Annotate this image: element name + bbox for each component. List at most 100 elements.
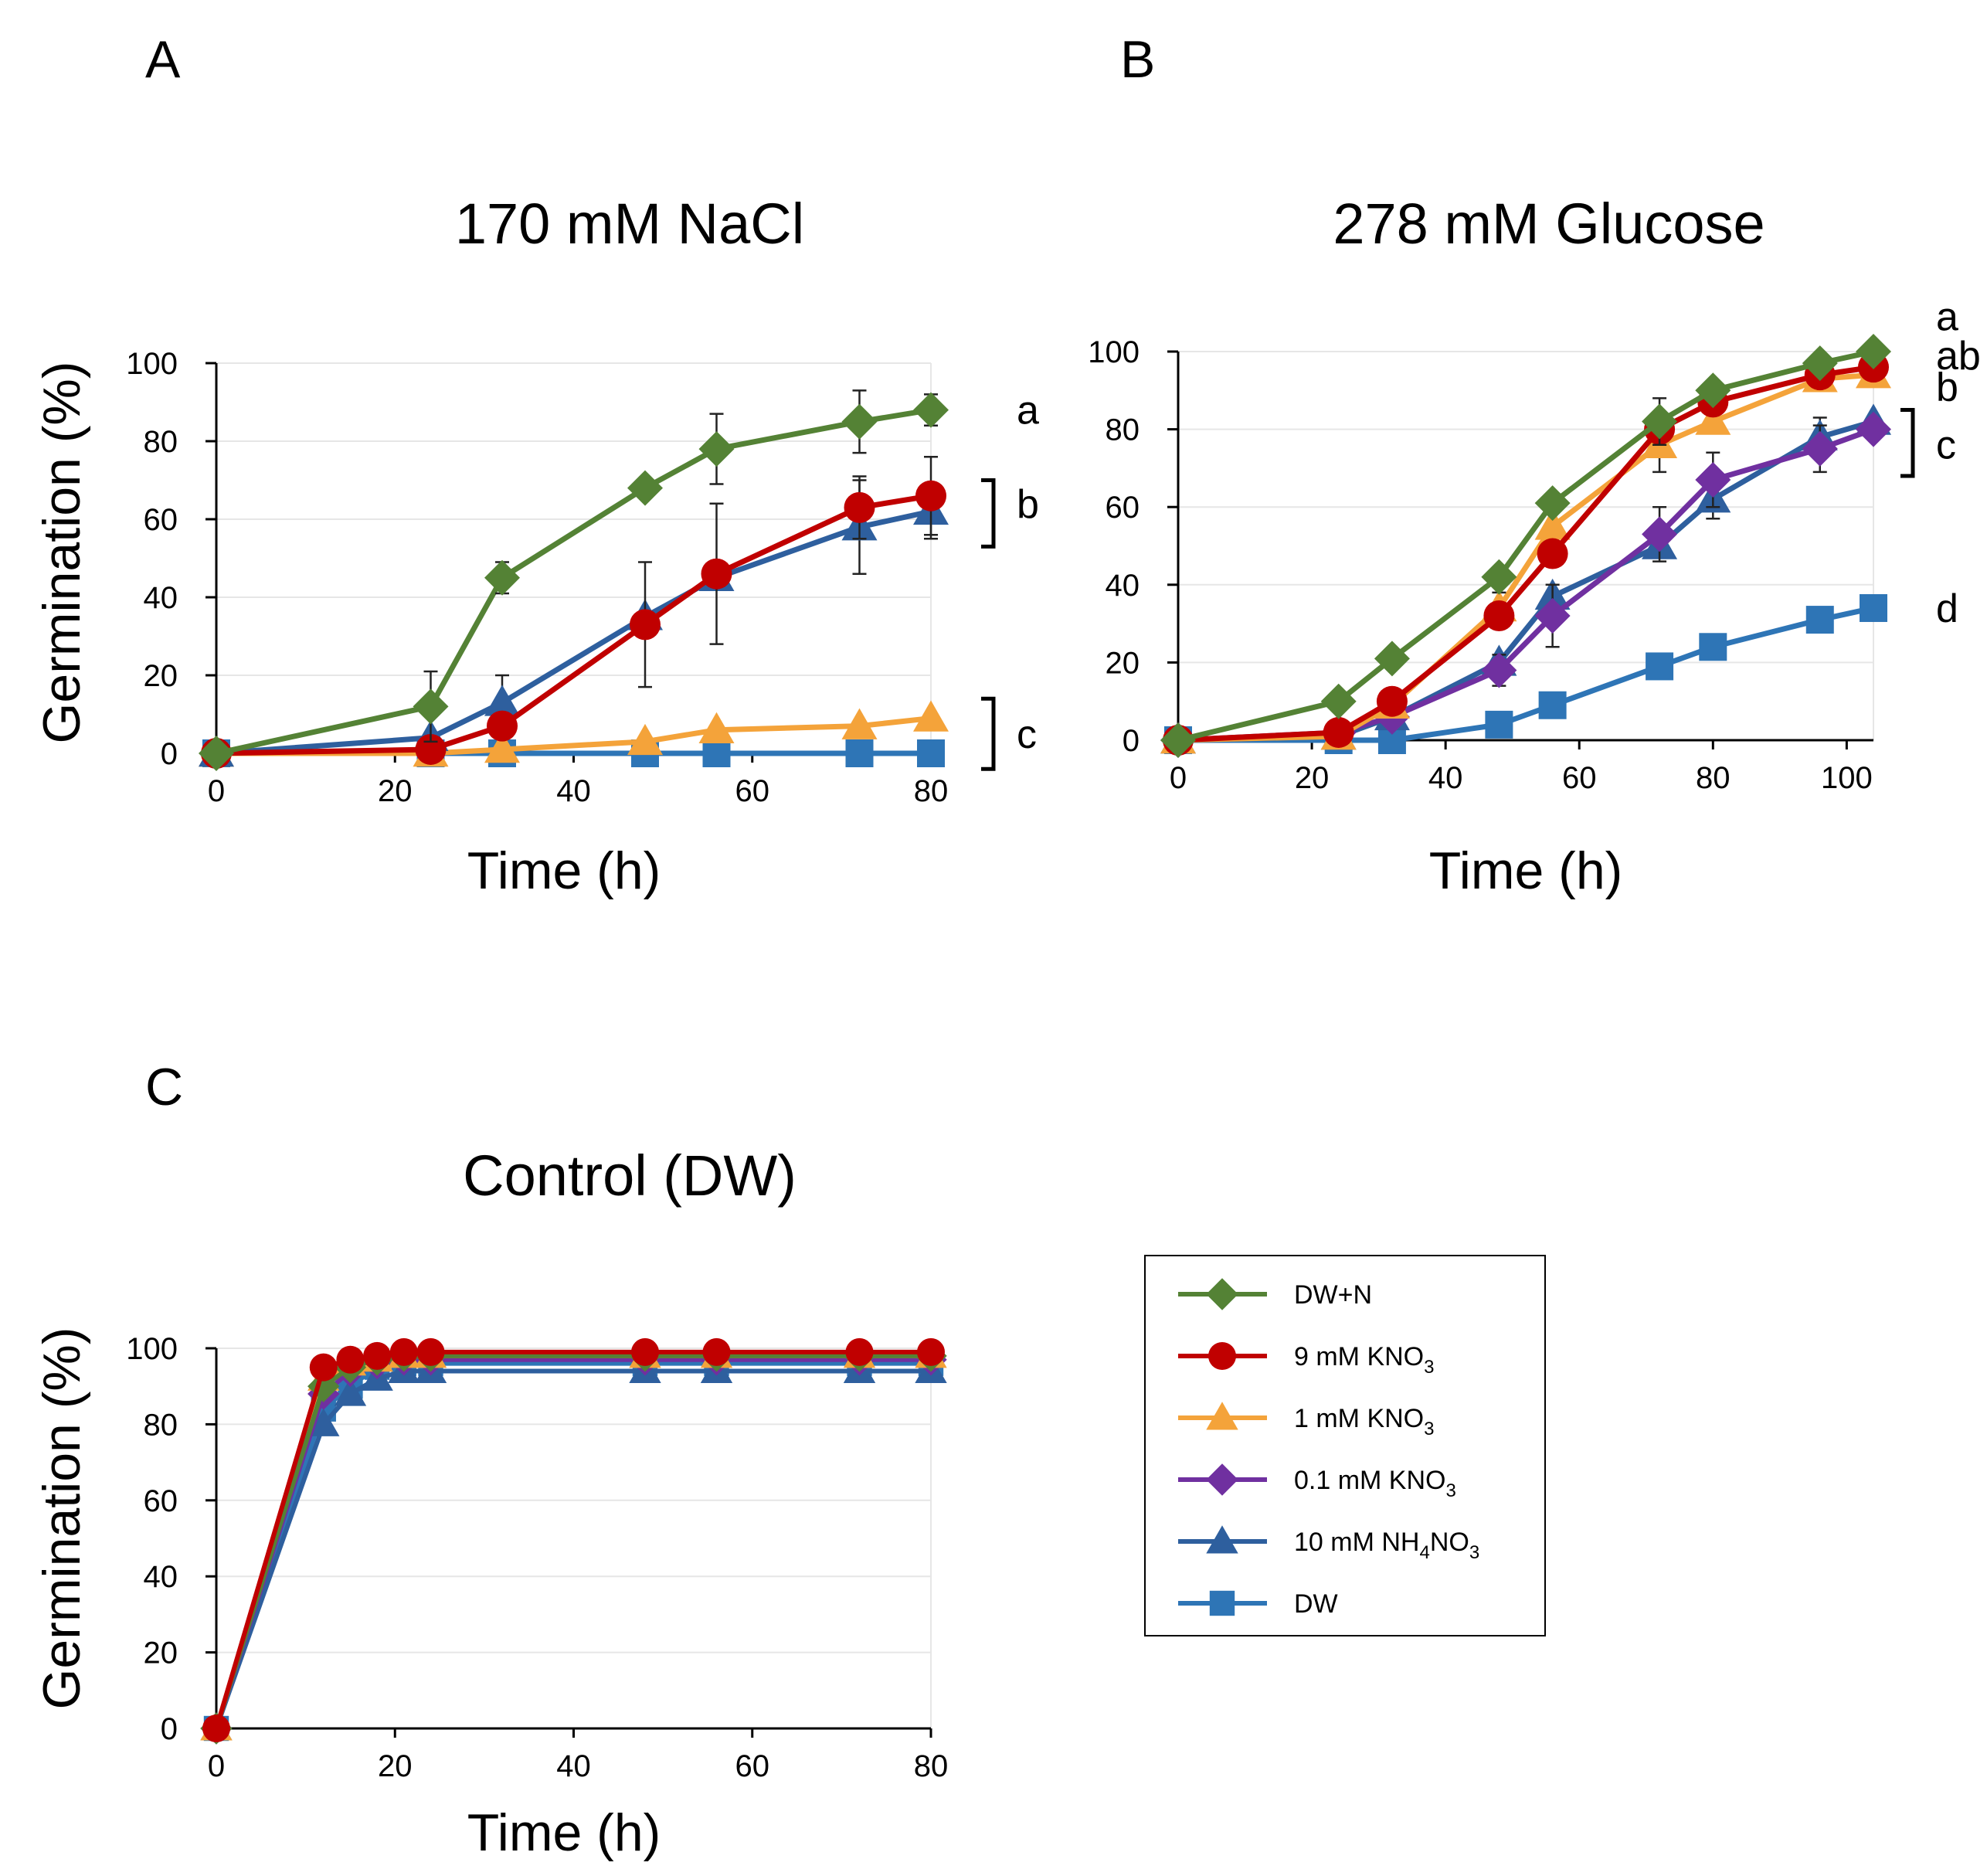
panel-a-series-nh4 xyxy=(199,479,949,767)
panel-b-series-k01-point xyxy=(1481,652,1517,688)
panel-a-ylabel: Germination (%) xyxy=(32,361,91,743)
panel-b-series-k01-point xyxy=(1642,516,1678,552)
panel-a-plot: 0 20 40 60 80 100 0 20 40 60 80 a b c xyxy=(126,347,1039,808)
panel-b-series-k01-point xyxy=(1534,598,1571,634)
panel-b-series-k9-point xyxy=(1483,600,1515,632)
panel-b-series-dwn-line xyxy=(1177,348,1874,743)
panel-a-xlabel: Time (h) xyxy=(467,841,661,900)
panel-a-xtick-label: 0 xyxy=(208,774,225,808)
panel-a-ytick-label: 40 xyxy=(144,581,178,615)
panel-b-series-dw-point xyxy=(1860,593,1887,622)
panel-a-series-dwn-point xyxy=(199,736,234,771)
panel-c-ytick-label: 60 xyxy=(144,1484,178,1518)
panel-b-ytick-label: 20 xyxy=(1106,646,1140,680)
panel-c-series-k9-point xyxy=(917,1337,945,1366)
panel-b-series-dwn-point xyxy=(1374,641,1410,677)
panel-a-series-k9-point xyxy=(630,609,661,641)
panel-a-series-k9-point xyxy=(487,710,518,742)
panel-b-xtick-label: 0 xyxy=(1170,761,1187,795)
legend-item-k9-label: 9 mM KNO3 xyxy=(1294,1342,1434,1378)
panel-b-significance-label: b xyxy=(1936,365,1958,410)
legend-item-k1-marker xyxy=(1206,1402,1238,1430)
legend-item-k1: 1 mM KNO3 xyxy=(1178,1402,1434,1439)
legend-item-k9-marker xyxy=(1208,1342,1236,1370)
panel-c-ytick-label: 100 xyxy=(126,1332,178,1366)
panel-a-series-nh4-point xyxy=(484,685,520,716)
panel-b-series-dwn-point xyxy=(1481,559,1517,595)
panel-c-ytick-label: 40 xyxy=(144,1560,178,1594)
panel-b-series-dw xyxy=(1164,593,1887,754)
panel-a-letter: A xyxy=(145,30,181,89)
panel-b-xtick-label: 80 xyxy=(1696,761,1731,795)
panel-a-ytick-label: 100 xyxy=(126,347,178,381)
panel-b-series-k9-point xyxy=(1323,716,1354,748)
panel-b-series-k9 xyxy=(1163,352,1889,756)
panel-a-series-k1-point xyxy=(698,712,735,743)
panel-a-ytick-label: 60 xyxy=(144,503,178,537)
panel-b-series-dw-point xyxy=(1699,633,1727,661)
panel-b-series-dwn-point xyxy=(1642,403,1678,440)
panel-b-series-dwn-point xyxy=(1856,334,1891,369)
legend-item-dwn-marker xyxy=(1206,1278,1238,1310)
panel-b-letter: B xyxy=(1120,30,1155,89)
panel-a-series-dwn-point xyxy=(627,470,663,506)
legend-item-dw-marker xyxy=(1209,1590,1235,1616)
panel-c-series-k9-point xyxy=(845,1337,874,1366)
panel-a-series-dwn-point xyxy=(413,688,449,725)
legend-item-nh4: 10 mM NH4NO3 xyxy=(1178,1525,1479,1563)
panel-a-series-dwn xyxy=(199,389,949,771)
panel-b-series-k1-point xyxy=(1695,403,1731,435)
panel-a-series-dwn-point xyxy=(698,431,735,467)
panel-a-ytick-label: 80 xyxy=(144,425,178,459)
panel-a-series-dwn-point xyxy=(841,403,878,440)
panel-c-xtick-label: 0 xyxy=(208,1749,225,1783)
legend-item-dw: DW xyxy=(1178,1589,1338,1619)
panel-a-series-k1-point xyxy=(841,708,878,739)
panel-b-series-k9-line xyxy=(1177,364,1874,743)
panel-b: B 278 mM Glucose 0 20 40 60 80 100 0 20 40 60 80 10… xyxy=(1088,30,1981,900)
panel-c-plot: 0 20 40 60 80 100 0 20 40 60 80 xyxy=(126,1332,948,1783)
panel-a-significance-label: b xyxy=(1017,482,1039,527)
panel-a-ytick-label: 0 xyxy=(161,737,178,771)
panel-b-series-dwn xyxy=(1160,334,1891,758)
panel-b-series-dwn-point xyxy=(1534,485,1571,522)
panel-a-title: 170 mM NaCl xyxy=(455,192,804,256)
panel-b-title: 278 mM Glucose xyxy=(1333,192,1765,256)
legend-item-k01: 0.1 mM KNO3 xyxy=(1178,1463,1456,1501)
panel-b-xlabel: Time (h) xyxy=(1429,841,1623,900)
legend-item-dw-label: DW xyxy=(1294,1589,1338,1619)
panel-a-series-k9 xyxy=(201,455,946,769)
panel-b-significance-label: d xyxy=(1936,586,1958,631)
panel-b-ytick-label: 100 xyxy=(1088,335,1140,369)
panel-b-series-dw-point xyxy=(1485,710,1513,739)
panel-b-series-dwn-point xyxy=(1802,345,1838,382)
panel-b-series-k1-point xyxy=(1534,508,1571,540)
panel-c-series-k9 xyxy=(202,1337,945,1742)
panel-b-ytick-label: 0 xyxy=(1123,724,1140,758)
panel-c-title: Control (DW) xyxy=(463,1144,796,1208)
panel-c: C Control (DW) 0 20 40 60 80 100 0 20 40 60 80 Tim… xyxy=(32,1058,948,1862)
panel-b-ytick-label: 60 xyxy=(1106,491,1140,525)
panel-a: A 170 mM NaCl 0 20 40 60 80 100 0 20 40 60 80 a b c T… xyxy=(32,30,1039,900)
panel-a-ytick-label: 20 xyxy=(144,659,178,693)
panel-a-bracket xyxy=(981,478,996,549)
panel-a-series-dw-point xyxy=(702,739,731,767)
panel-c-series-k9-point xyxy=(389,1337,418,1366)
panel-c-xtick-label: 20 xyxy=(378,1749,413,1783)
panel-b-xtick-label: 60 xyxy=(1562,761,1597,795)
panel-b-series-dw-point xyxy=(1805,606,1834,634)
panel-b-series-k9-point xyxy=(1376,685,1408,717)
panel-a-bracket xyxy=(981,696,996,771)
legend-item-k1-label: 1 mM KNO3 xyxy=(1294,1404,1434,1439)
panel-b-xtick-label: 100 xyxy=(1821,761,1873,795)
panel-b-series-k1 xyxy=(1160,357,1891,754)
panel-a-xtick-label: 40 xyxy=(556,774,591,808)
panel-c-ylabel: Germination (%) xyxy=(32,1327,91,1709)
panel-b-ytick-label: 80 xyxy=(1106,413,1140,447)
panel-c-ytick-label: 80 xyxy=(144,1408,178,1442)
panel-c-series-k9-point xyxy=(202,1715,230,1742)
panel-c-series-nh4-line xyxy=(214,1368,931,1729)
panel-b-xtick-label: 40 xyxy=(1428,761,1463,795)
panel-c-series-k9-point xyxy=(702,1337,731,1366)
